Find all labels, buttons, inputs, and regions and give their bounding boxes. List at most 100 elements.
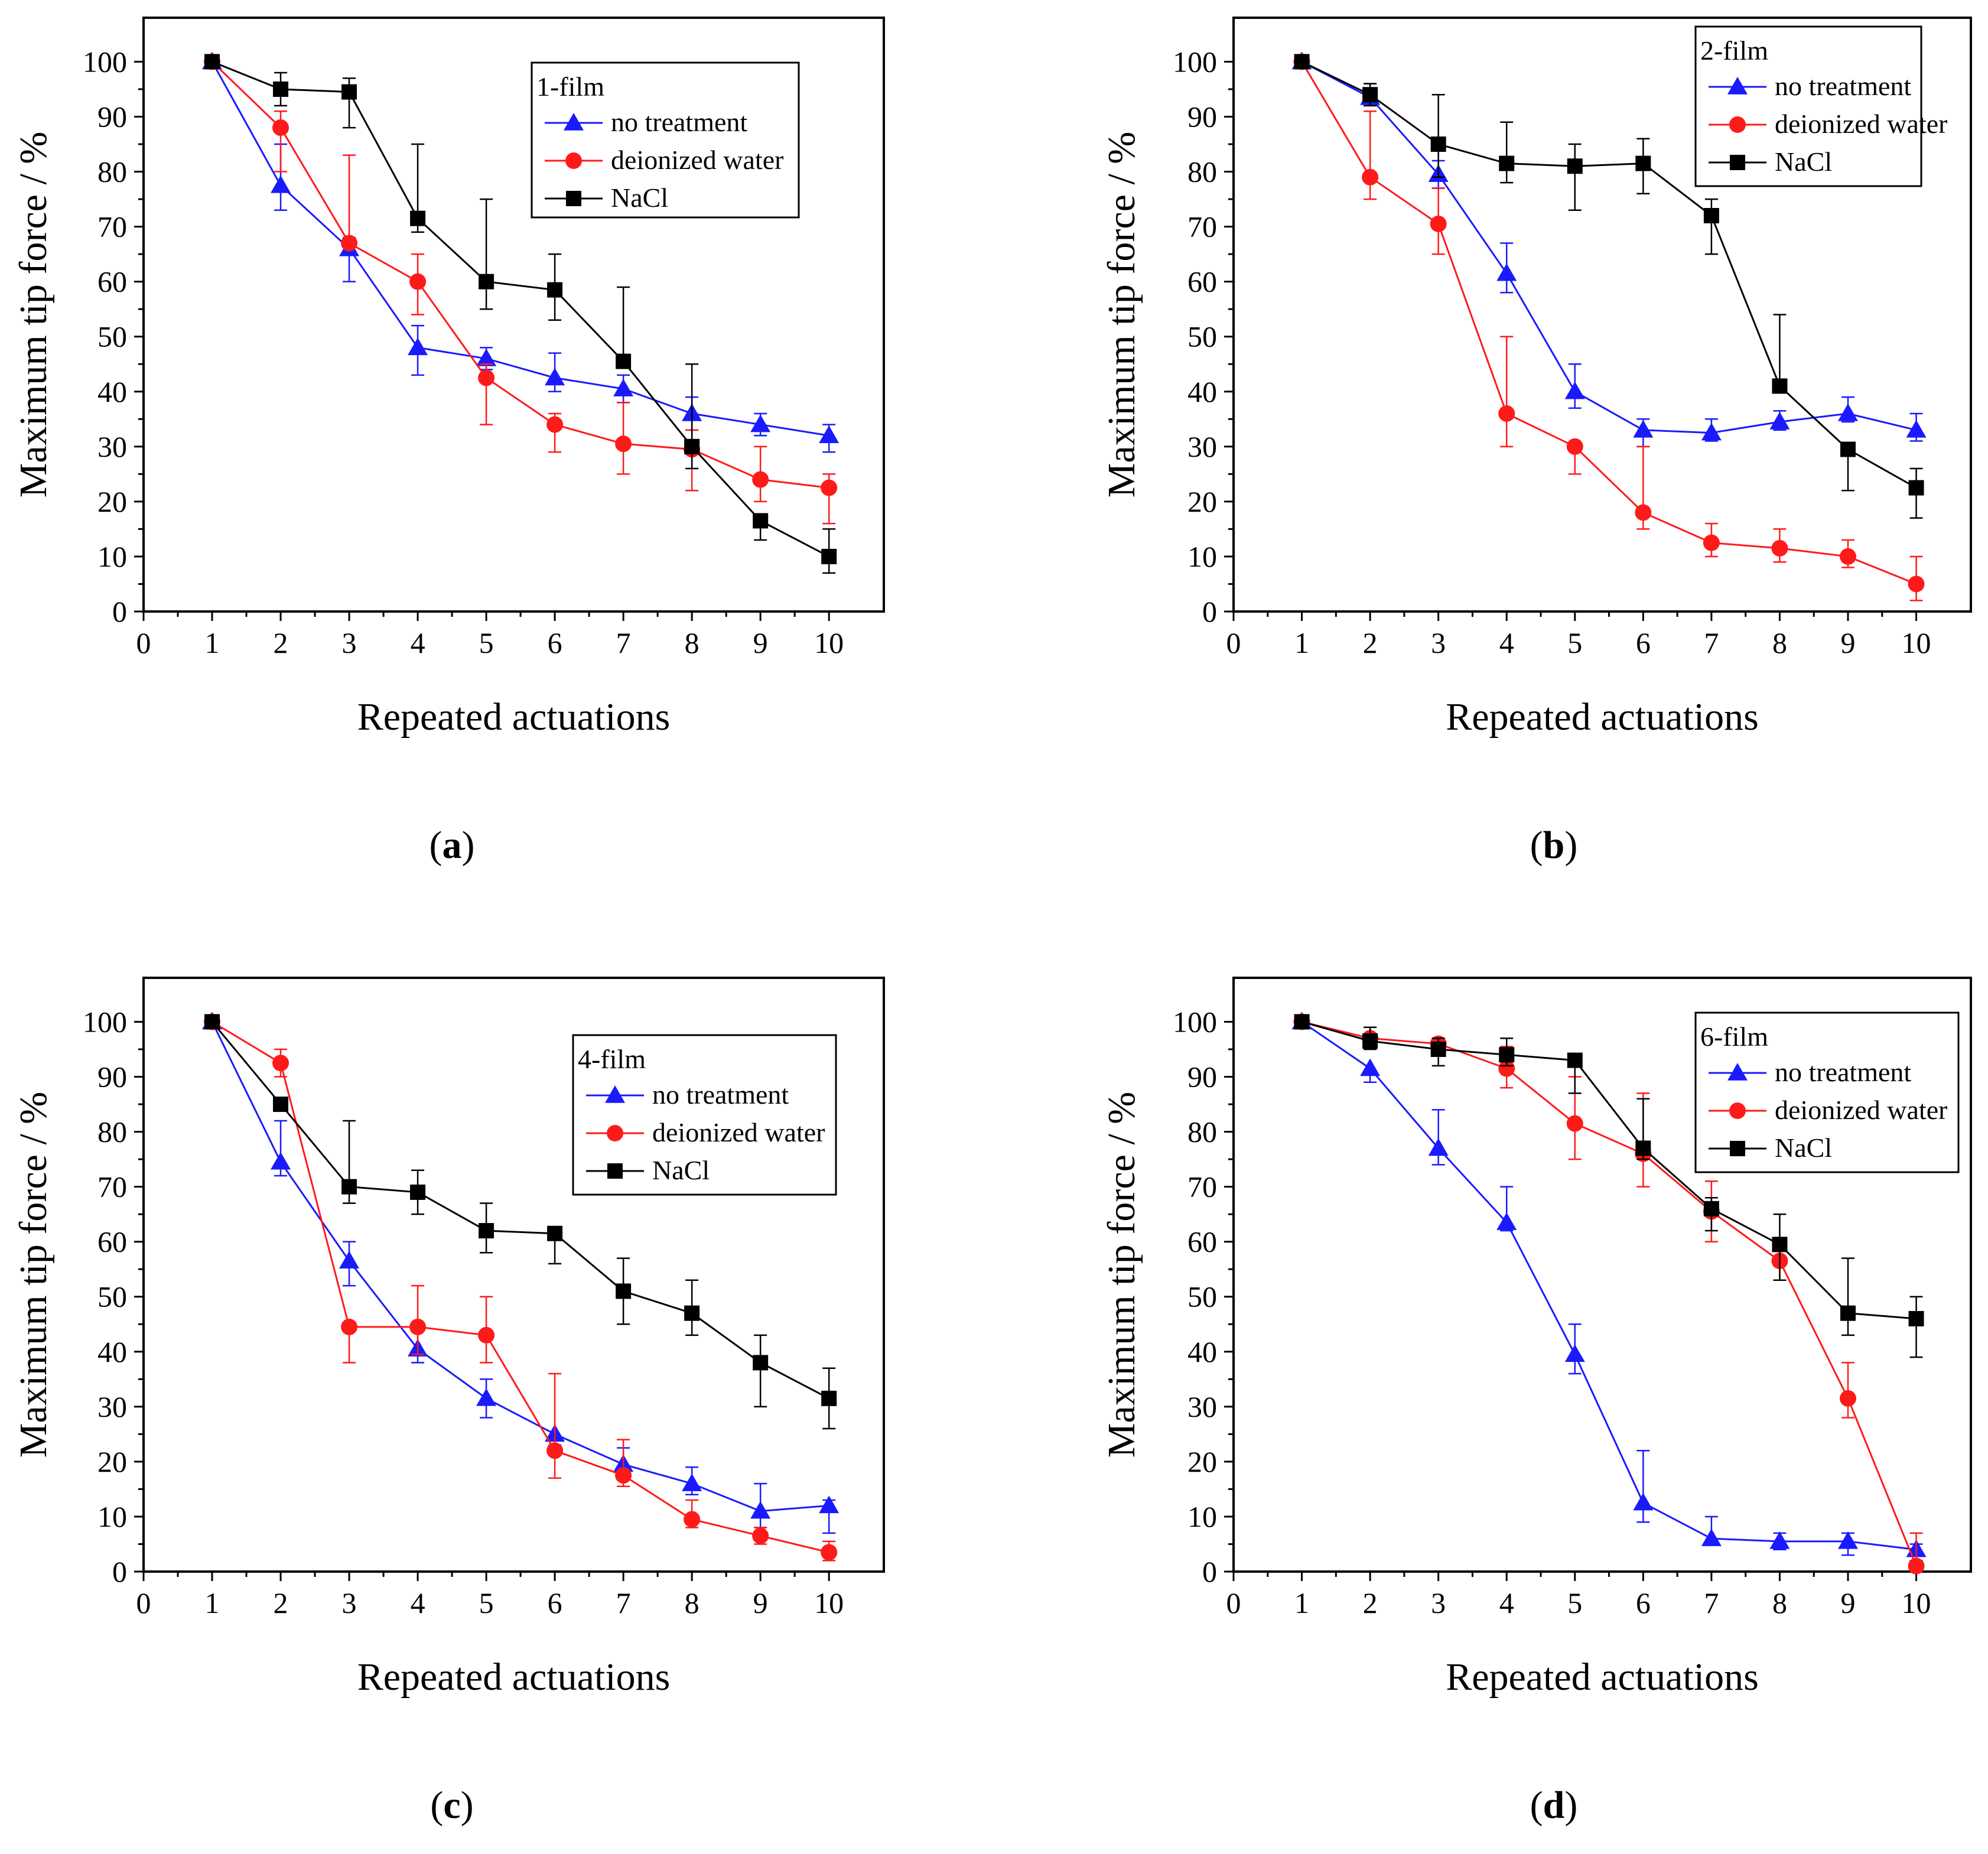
panel-label: (d) — [1530, 1784, 1578, 1827]
x-tick-label: 0 — [136, 626, 151, 659]
series-line — [212, 61, 829, 558]
series-nacl — [204, 54, 837, 574]
panel-label: (c) — [430, 1784, 473, 1827]
y-axis-title: Maximum tip force / % — [1100, 1092, 1143, 1458]
x-tick-label: 8 — [1772, 1586, 1787, 1619]
y-tick-label: 90 — [97, 100, 127, 134]
legend-swatch-marker — [564, 113, 584, 131]
y-axis-title: Maximum tip force / % — [1100, 132, 1143, 498]
data-point — [1771, 539, 1788, 557]
x-tick-label: 7 — [616, 1586, 631, 1619]
data-point — [1566, 1115, 1583, 1132]
y-tick-label: 70 — [97, 210, 127, 243]
data-point — [204, 54, 220, 70]
data-point — [1769, 411, 1790, 430]
y-tick-label: 30 — [97, 1390, 127, 1423]
data-point — [821, 548, 837, 564]
x-tick-label: 3 — [1431, 626, 1446, 659]
panel-label-letter: a — [442, 824, 462, 867]
data-point — [1635, 155, 1651, 171]
x-tick-label: 6 — [548, 1586, 562, 1619]
y-tick-label: 60 — [97, 1225, 127, 1258]
panel-label-close: ) — [461, 1784, 474, 1827]
series-line — [211, 1021, 829, 1513]
panel-label-open: ( — [430, 1784, 443, 1827]
legend-entry-no_treatment: no treatment — [652, 1079, 789, 1110]
plot-frame — [142, 17, 885, 613]
y-tick-label: 30 — [1187, 1390, 1217, 1423]
x-tick-label: 1 — [205, 1586, 220, 1619]
data-point — [1633, 419, 1654, 438]
data-point — [479, 274, 494, 290]
panel-label-open: ( — [1530, 824, 1543, 867]
x-tick-label: 5 — [479, 1586, 494, 1619]
panel-label-letter: c — [443, 1784, 460, 1827]
data-point — [1430, 215, 1447, 232]
legend-entry-nacl: NaCl — [652, 1155, 710, 1185]
data-point — [272, 1055, 289, 1072]
series-nacl — [204, 1014, 837, 1430]
legend-title: 2-film — [1700, 35, 1768, 66]
x-tick-label: 1 — [1294, 626, 1309, 659]
data-point — [1564, 381, 1585, 399]
y-tick-label: 50 — [1187, 320, 1217, 353]
data-point — [476, 1388, 497, 1406]
x-axis-title: Repeated actuations — [1446, 695, 1759, 739]
data-point — [273, 1097, 289, 1113]
y-tick-label: 70 — [1187, 1170, 1217, 1204]
x-tick-label: 4 — [411, 626, 425, 659]
data-point — [821, 1390, 837, 1406]
y-tick-label: 90 — [1187, 100, 1217, 134]
y-tick-label: 10 — [1187, 540, 1217, 573]
y-tick-label: 10 — [97, 1500, 127, 1533]
data-point — [1564, 1344, 1585, 1362]
x-tick-label: 10 — [814, 626, 844, 659]
data-point — [684, 1511, 701, 1528]
plot-frame — [1232, 17, 1972, 613]
x-tick-label: 4 — [1499, 1586, 1514, 1619]
y-axis-title: Maximum tip force / % — [12, 1092, 55, 1458]
data-point — [1430, 1041, 1446, 1057]
y-tick-label: 50 — [97, 1280, 127, 1313]
data-point — [409, 1318, 427, 1335]
y-tick-label: 0 — [1202, 595, 1217, 628]
data-point — [1838, 404, 1858, 421]
legend-swatch-marker — [1727, 1063, 1748, 1081]
data-point — [341, 1318, 358, 1335]
data-point — [819, 425, 840, 443]
data-point — [547, 282, 563, 298]
data-point — [272, 119, 289, 136]
x-tick-label: 9 — [753, 1586, 768, 1619]
data-point — [616, 353, 632, 369]
y-tick-label: 10 — [97, 540, 127, 573]
data-point — [1498, 1060, 1515, 1077]
x-tick-label: 1 — [205, 626, 220, 659]
data-point — [753, 513, 769, 529]
data-point — [1772, 378, 1788, 394]
legend-entry-nacl: NaCl — [1775, 1133, 1832, 1163]
x-tick-label: 8 — [685, 626, 699, 659]
panel-label-letter: b — [1543, 824, 1565, 867]
x-tick-label: 1 — [1294, 1586, 1309, 1619]
chart-panel-d: 0 1 2 3 4 5 6 7 8 9 100102030405060708090100Repeat… — [1100, 977, 1972, 1827]
legend-swatch-marker — [1730, 1141, 1745, 1156]
legend-entry-deionized_water: deionized water — [611, 145, 783, 175]
data-point — [408, 337, 428, 356]
data-point — [1840, 1390, 1856, 1407]
data-point — [1499, 1047, 1515, 1063]
x-tick-label: 5 — [479, 626, 494, 659]
y-tick-label: 0 — [1202, 1555, 1217, 1588]
y-tick-label: 80 — [97, 155, 127, 188]
legend-entry-nacl: NaCl — [1775, 147, 1832, 177]
y-tick-label: 100 — [1173, 45, 1217, 78]
data-point — [545, 367, 565, 386]
y-tick-label: 20 — [97, 485, 127, 518]
data-point — [753, 1355, 769, 1371]
x-tick-label: 9 — [1841, 626, 1856, 659]
y-axis-title: Maximum tip force / % — [12, 132, 55, 498]
